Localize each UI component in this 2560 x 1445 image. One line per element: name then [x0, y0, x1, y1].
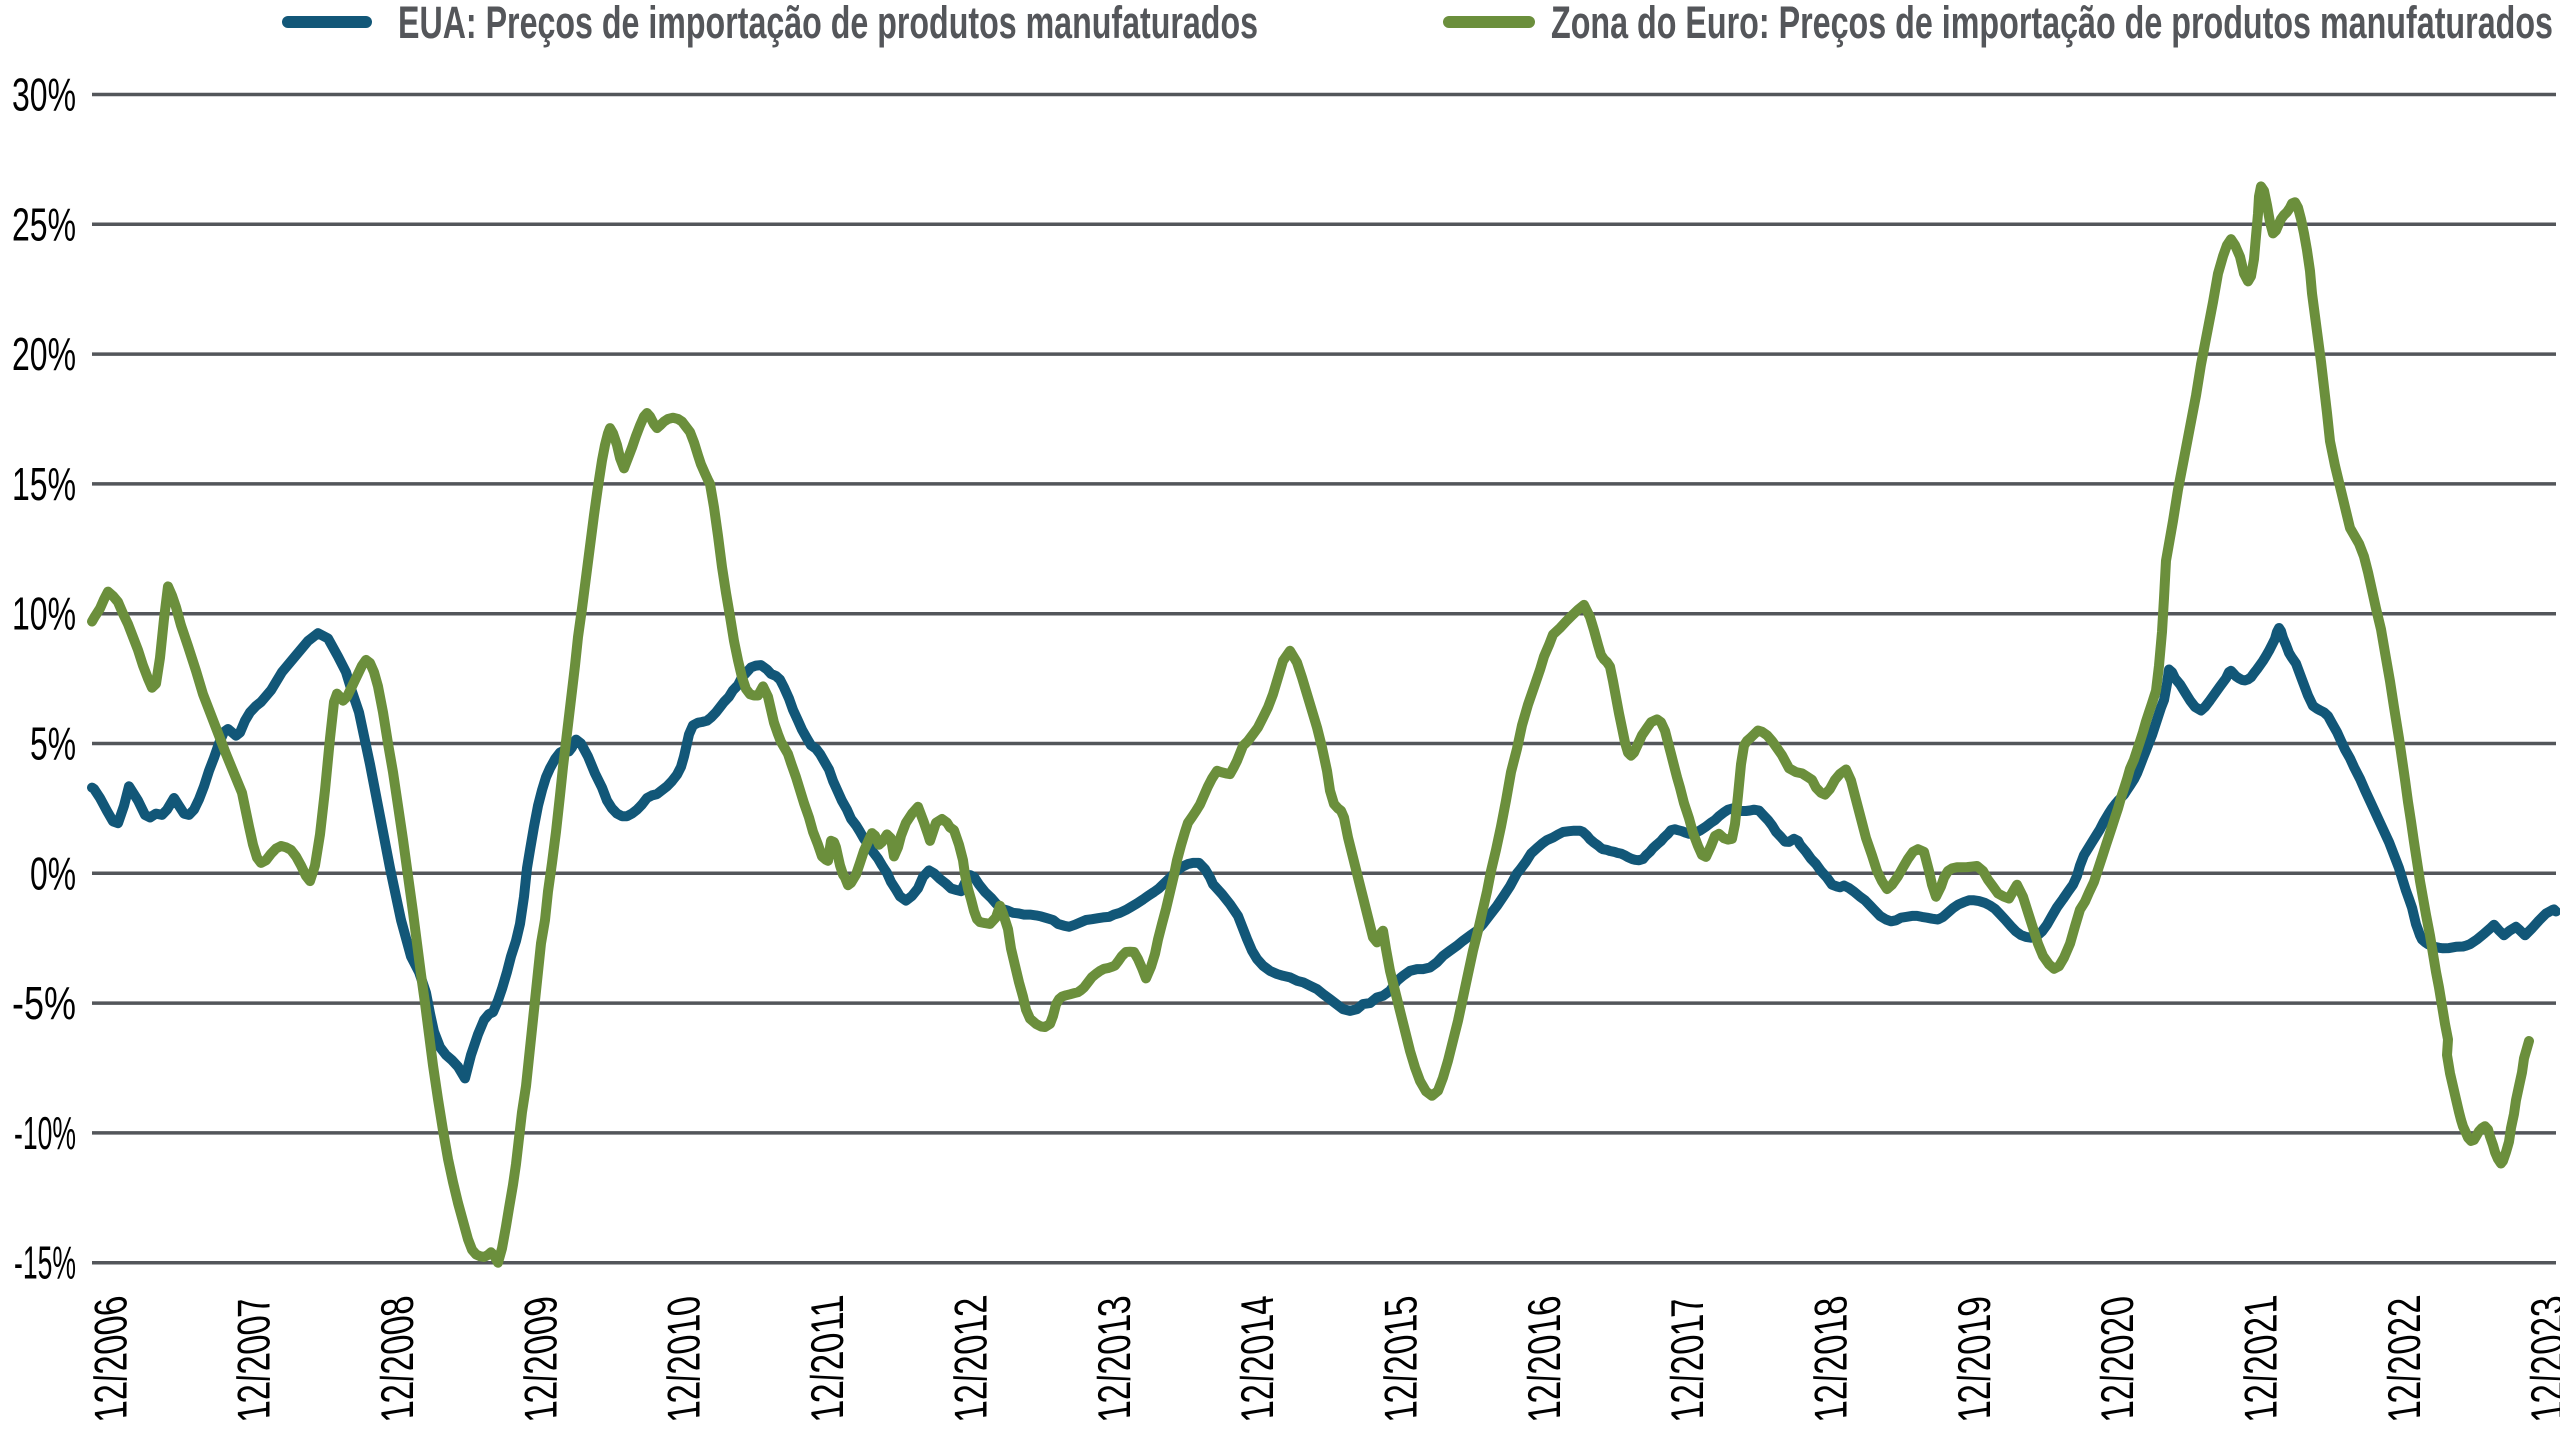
svg-text:-15%: -15%	[14, 1237, 76, 1289]
svg-text:12/2020: 12/2020	[2091, 1292, 2143, 1425]
svg-text:Zona do Euro: Preços de import: Zona do Euro: Preços de importação de pr…	[1551, 0, 2553, 48]
svg-text:12/2010: 12/2010	[658, 1292, 710, 1425]
svg-text:EUA: Preços de importação de p: EUA: Preços de importação de produtos ma…	[398, 0, 1258, 48]
svg-text:12/2011: 12/2011	[801, 1292, 853, 1425]
svg-text:30%: 30%	[12, 69, 76, 121]
svg-text:25%: 25%	[12, 198, 76, 250]
svg-text:12/2008: 12/2008	[371, 1292, 423, 1425]
svg-text:5%: 5%	[30, 718, 76, 770]
svg-text:12/2019: 12/2019	[1948, 1292, 2000, 1425]
svg-text:15%: 15%	[12, 458, 76, 510]
svg-text:10%: 10%	[12, 588, 76, 640]
svg-text:-10%: -10%	[14, 1107, 76, 1159]
svg-text:20%: 20%	[12, 328, 76, 380]
svg-text:0%: 0%	[30, 847, 76, 899]
svg-text:12/2009: 12/2009	[515, 1292, 567, 1425]
svg-text:12/2021: 12/2021	[2235, 1292, 2287, 1425]
svg-text:12/2023: 12/2023	[2521, 1292, 2560, 1425]
svg-text:12/2007: 12/2007	[228, 1292, 280, 1425]
svg-text:-5%: -5%	[12, 977, 76, 1029]
svg-text:12/2014: 12/2014	[1231, 1292, 1283, 1425]
svg-text:12/2022: 12/2022	[2378, 1292, 2430, 1425]
svg-text:12/2006: 12/2006	[85, 1292, 137, 1425]
svg-text:12/2013: 12/2013	[1088, 1292, 1140, 1425]
svg-text:12/2016: 12/2016	[1518, 1292, 1570, 1425]
svg-text:12/2018: 12/2018	[1805, 1292, 1857, 1425]
svg-text:12/2017: 12/2017	[1661, 1292, 1713, 1425]
svg-text:12/2012: 12/2012	[945, 1292, 997, 1425]
svg-text:12/2015: 12/2015	[1375, 1292, 1427, 1425]
